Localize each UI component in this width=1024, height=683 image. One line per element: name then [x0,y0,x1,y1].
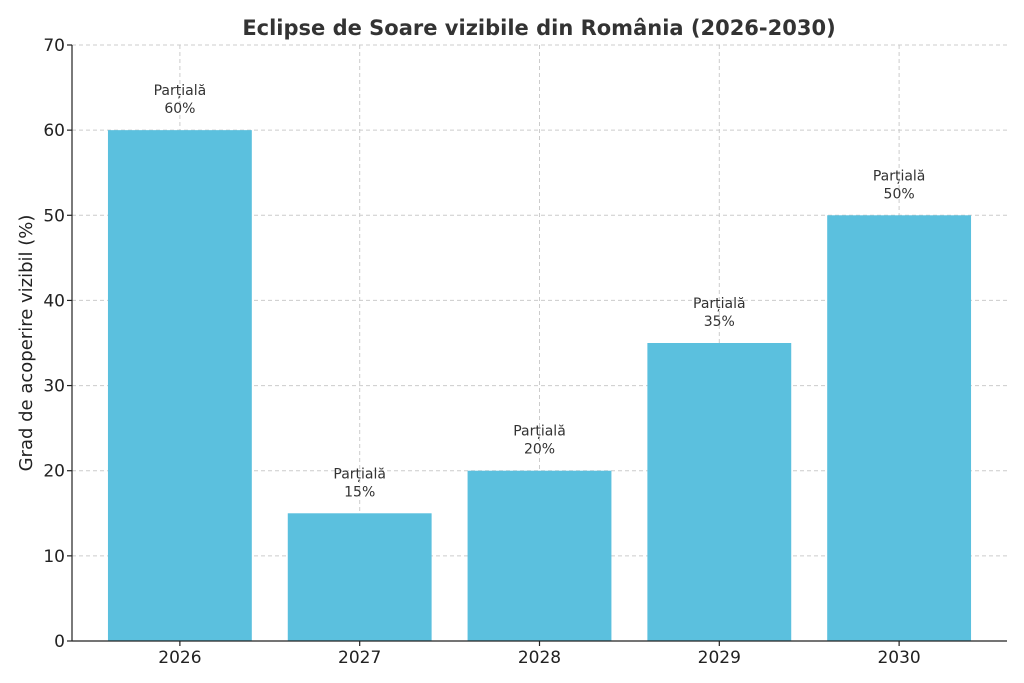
bars [107,130,972,642]
bar-2026 [107,130,252,641]
x-tick-label: 2030 [877,648,920,668]
y-tick-label: 30 [43,377,65,397]
bar-data-labels: Parțială 60% Parțială 15% Parțială 20% Parțial… [154,83,926,500]
bar-percent-label: 60% [164,101,195,117]
bar-type-label: Parțială [513,424,566,440]
y-tick-label: 10 [43,547,65,567]
bar-type-label: Parțială [693,296,746,312]
bar-type-label: Parțială [154,83,207,99]
bar-2030 [827,215,972,642]
chart-title: Eclipse de Soare vizibile din România (2… [242,16,835,40]
bar-2027 [287,513,432,641]
x-tick-label: 2027 [338,648,381,668]
bar-percent-label: 15% [344,484,375,500]
y-tick-label: 20 [43,462,65,482]
bar-2028 [467,470,612,641]
bar-2029 [647,343,792,641]
y-tick-label: 40 [43,291,65,311]
x-tick-label: 2026 [158,648,201,668]
y-tick-label: 50 [43,206,65,226]
bar-percent-label: 20% [524,442,555,458]
x-tick-labels: 2026 2027 2028 2029 2030 [158,641,921,668]
bar-percent-label: 50% [884,186,915,202]
y-tick-label: 0 [54,632,65,652]
bar-type-label: Parțială [873,168,926,184]
y-tick-label: 60 [43,121,65,141]
bar-percent-label: 35% [704,314,735,330]
x-tick-label: 2029 [698,648,741,668]
y-tick-labels: 0 10 20 30 40 50 60 70 [43,36,72,652]
y-tick-label: 70 [43,36,65,56]
bar-type-label: Parțială [333,466,386,482]
x-tick-label: 2028 [518,648,561,668]
y-axis-label: Grad de acoperire vizibil (%) [16,215,37,472]
